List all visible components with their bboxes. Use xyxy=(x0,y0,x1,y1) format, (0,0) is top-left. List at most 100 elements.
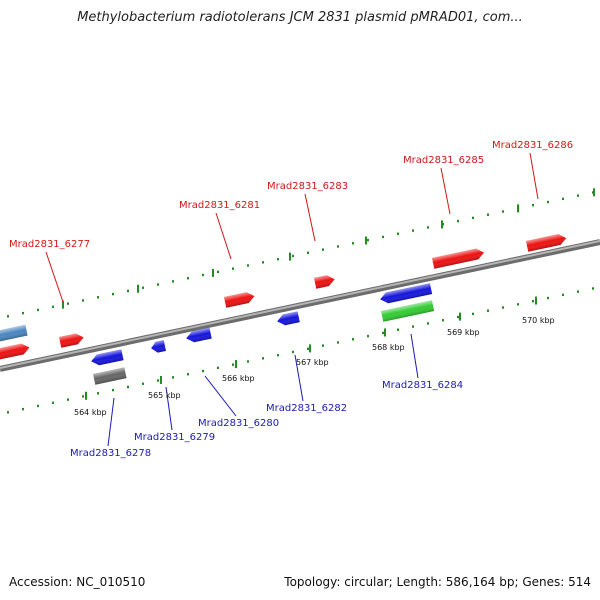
connector-6283 xyxy=(304,193,316,242)
kbp-label-567: 567 kbp xyxy=(296,358,329,367)
reverse-track-dot xyxy=(322,344,324,347)
kbp-label-564: 564 kbp xyxy=(74,408,107,417)
gene-label-6284[interactable]: Mrad2831_6284 xyxy=(382,380,463,391)
reverse-track-dot xyxy=(547,296,549,300)
forward-track-dot xyxy=(397,232,399,235)
gene-shape-6279[interactable] xyxy=(150,340,166,354)
forward-track-dot xyxy=(352,242,354,245)
forward-track-dot xyxy=(577,194,579,197)
forward-track-dot xyxy=(412,229,414,232)
forward-track-dot xyxy=(112,292,114,296)
reverse-track-dot xyxy=(397,328,399,331)
kbp-label-570: 570 kbp xyxy=(522,316,555,325)
reverse-track-dot xyxy=(502,306,504,309)
gene-shape-6286[interactable] xyxy=(526,233,567,252)
forward-track-dot xyxy=(457,219,459,223)
reverse-track-dot xyxy=(172,376,174,379)
forward-track-dot xyxy=(532,203,534,207)
reverse-track-dot xyxy=(577,290,579,293)
gene-label-6278[interactable]: Mrad2831_6278 xyxy=(70,448,151,459)
forward-track-dot xyxy=(37,308,39,312)
forward-track-dot xyxy=(217,270,219,274)
reverse-track-dot xyxy=(382,331,384,335)
connector-6285 xyxy=(440,167,451,215)
reverse-track-dot xyxy=(427,322,429,325)
reverse-track-dot xyxy=(532,299,534,303)
connector-6282 xyxy=(294,354,304,402)
forward-track-dot xyxy=(67,302,69,305)
reverse-track-dot xyxy=(232,363,234,366)
accession-text: Accession: NC_010510 xyxy=(9,575,146,589)
gene-shape-6278-pseudo[interactable] xyxy=(93,367,127,385)
forward-track-dot xyxy=(262,261,264,264)
gene-shape-partial[interactable] xyxy=(0,324,28,342)
connector-6281 xyxy=(215,212,232,260)
forward-track-dot xyxy=(142,286,144,289)
forward-track-dot xyxy=(292,254,294,258)
map-title: Methylobacterium radiotolerans JCM 2831 … xyxy=(77,10,523,25)
gene-label-6286[interactable]: Mrad2831_6286 xyxy=(492,140,573,151)
gene-shape-6278[interactable] xyxy=(90,349,124,366)
gene-shape-6277[interactable] xyxy=(59,332,85,348)
forward-track-dot xyxy=(97,296,99,299)
reverse-track-dot xyxy=(517,303,519,306)
connector-6278 xyxy=(107,397,115,447)
reverse-track-dot xyxy=(82,395,84,398)
gene-shape-partial-forward[interactable] xyxy=(0,342,31,360)
reverse-track-dot xyxy=(592,287,594,290)
forward-track-dot xyxy=(502,210,504,213)
forward-track-dot xyxy=(547,200,549,204)
reverse-track-dot xyxy=(337,341,339,344)
forward-track-dot xyxy=(172,280,174,283)
connector-6286 xyxy=(529,152,539,200)
gene-label-6281[interactable]: Mrad2831_6281 xyxy=(179,200,260,211)
reverse-track-dot xyxy=(97,392,99,395)
reverse-track-dot xyxy=(112,388,114,392)
gene-shape-6284-rna[interactable] xyxy=(381,300,435,322)
gene-shape-6280[interactable] xyxy=(185,327,212,344)
connector-6279 xyxy=(165,386,173,431)
reverse-track-dot xyxy=(217,366,219,370)
gene-shape-6284[interactable] xyxy=(379,283,433,305)
connector-6284 xyxy=(410,333,419,379)
reverse-track-dot xyxy=(22,407,24,411)
gene-label-6285[interactable]: Mrad2831_6285 xyxy=(403,155,484,166)
forward-track-dot xyxy=(202,273,204,277)
reverse-track-dot xyxy=(487,309,489,312)
forward-track-dot xyxy=(247,264,249,267)
gene-shape-6282[interactable] xyxy=(276,311,300,326)
forward-track-dot xyxy=(82,299,84,302)
connector-6280 xyxy=(204,375,237,417)
reverse-track-dot xyxy=(472,312,474,316)
gene-label-6277[interactable]: Mrad2831_6277 xyxy=(9,239,90,250)
gene-label-6283[interactable]: Mrad2831_6283 xyxy=(267,181,348,192)
kbp-label-565: 565 kbp xyxy=(148,391,181,400)
reverse-track-dot xyxy=(307,347,309,351)
gene-shape-6285[interactable] xyxy=(432,247,485,269)
gene-label-6279[interactable]: Mrad2831_6279 xyxy=(134,432,215,443)
genome-summary-text: Topology: circular; Length: 586,164 bp; … xyxy=(284,575,591,589)
forward-track-dot xyxy=(427,226,429,229)
forward-track-dot xyxy=(52,305,54,308)
forward-track-dot xyxy=(322,248,324,251)
reverse-track-dot xyxy=(37,404,39,408)
forward-track-dot xyxy=(157,283,159,286)
forward-track-dot xyxy=(22,311,24,315)
reverse-track-dot xyxy=(142,382,144,385)
reverse-track-dot xyxy=(457,315,459,319)
forward-track-dot xyxy=(472,216,474,220)
gene-shape-6281[interactable] xyxy=(224,291,256,308)
gene-shape-6283[interactable] xyxy=(314,274,336,289)
gene-label-6282[interactable]: Mrad2831_6282 xyxy=(266,403,347,414)
forward-track-dot xyxy=(187,277,189,280)
forward-track-dot xyxy=(127,289,129,293)
forward-track-dot xyxy=(7,315,9,318)
gene-label-6280[interactable]: Mrad2831_6280 xyxy=(198,418,279,429)
reverse-tick-track xyxy=(7,287,594,414)
kbp-label-569: 569 kbp xyxy=(447,328,480,337)
reverse-track-dot xyxy=(202,369,204,373)
forward-track-dot xyxy=(307,251,309,255)
reverse-track-dot xyxy=(52,401,54,404)
forward-track-dot xyxy=(562,197,564,201)
